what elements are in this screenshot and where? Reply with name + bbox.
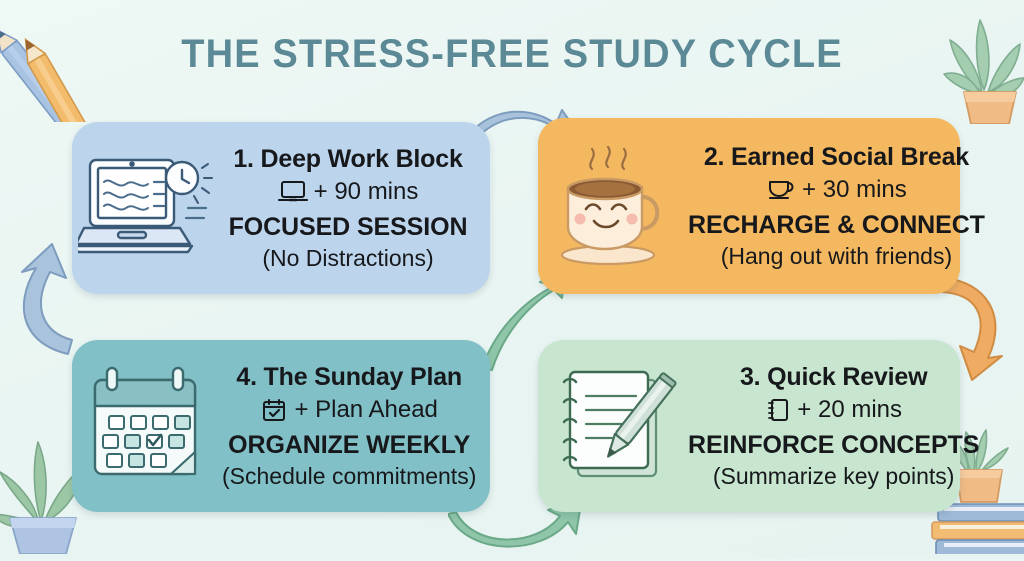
card-note: (Hang out with friends) xyxy=(720,242,953,269)
page-title: THE STRESS-FREE STUDY CYCLE xyxy=(181,32,843,76)
card-heading: 4. The Sunday Plan xyxy=(236,362,462,391)
card-action: ORGANIZE WEEKLY xyxy=(228,430,471,459)
card-duration-label: + 30 mins xyxy=(802,175,907,203)
card-the-sunday-plan[interactable]: 4. The Sunday Plan + Plan Ahead ORGANIZE… xyxy=(72,340,490,512)
laptop-with-clock-illustration xyxy=(72,122,222,294)
card-duration-row: + 30 mins xyxy=(688,176,985,204)
card-heading: 2. Earned Social Break xyxy=(703,142,969,171)
smiling-coffee-cup-illustration xyxy=(538,118,688,294)
card-text-block: 3. Quick Review + 20 mins REINFORCE CONC… xyxy=(688,363,995,490)
coffee-cup-icon xyxy=(766,178,796,202)
laptop-icon xyxy=(277,180,308,204)
card-text-block: 2. Earned Social Break + 30 mins RECHARG… xyxy=(688,143,1001,270)
card-action: REINFORCE CONCEPTS xyxy=(688,430,980,459)
card-action: RECHARGE & CONNECT xyxy=(688,210,985,239)
card-duration-row: + 90 mins xyxy=(222,178,474,206)
card-heading: 3. Quick Review xyxy=(739,362,928,391)
card-heading: 1. Deep Work Block xyxy=(233,144,463,173)
card-text-block: 4. The Sunday Plan + Plan Ahead ORGANIZE… xyxy=(222,363,492,490)
card-action: FOCUSED SESSION xyxy=(228,212,468,241)
card-note: (Summarize key points) xyxy=(712,462,955,489)
card-duration-row: + 20 mins xyxy=(688,396,979,424)
card-note: (Schedule commitments) xyxy=(222,462,477,489)
card-duration-row: + Plan Ahead xyxy=(222,396,476,424)
card-text-block: 1. Deep Work Block + 90 mins FOCUSED SES… xyxy=(222,145,490,272)
notebook-icon xyxy=(765,397,791,423)
card-note: (No Distractions) xyxy=(262,244,434,271)
card-deep-work-block[interactable]: 1. Deep Work Block + 90 mins FOCUSED SES… xyxy=(72,122,490,294)
card-earned-social-break[interactable]: 2. Earned Social Break + 30 mins RECHARG… xyxy=(538,118,985,294)
calendar-check-icon xyxy=(260,397,288,423)
card-duration-label: + 90 mins xyxy=(313,177,419,205)
card-duration-label: + 20 mins xyxy=(797,395,902,423)
card-quick-review[interactable]: 3. Quick Review + 20 mins REINFORCE CONC… xyxy=(538,340,979,512)
notebook-and-pen-illustration xyxy=(538,340,688,512)
calendar-illustration xyxy=(72,340,222,512)
card-duration-label: + Plan Ahead xyxy=(294,395,438,423)
